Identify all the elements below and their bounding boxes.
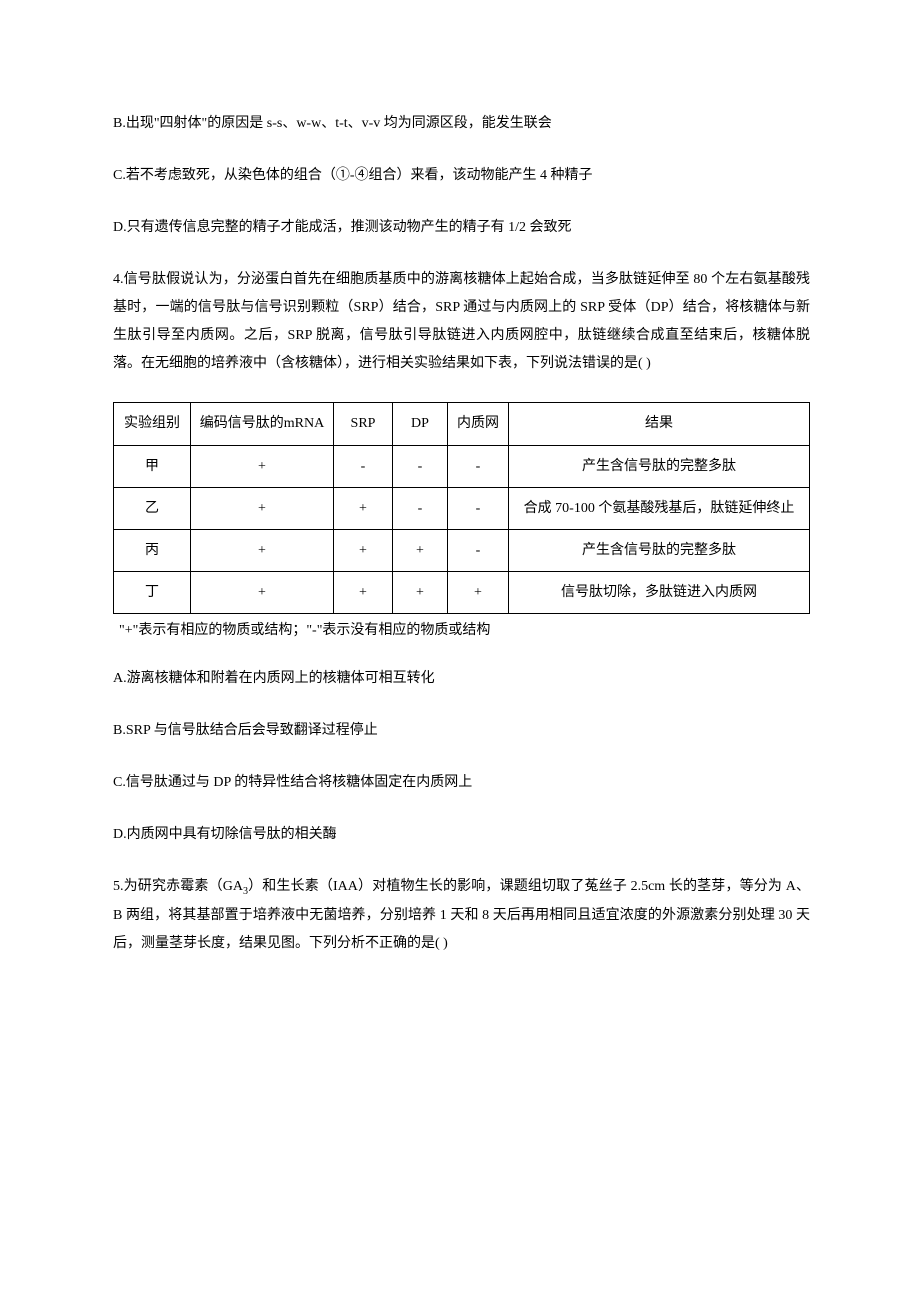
q3-option-d: D.只有遗传信息完整的精子才能成活，推测该动物产生的精子有 1/2 会致死 <box>113 214 810 242</box>
cell-er: - <box>448 488 509 530</box>
cell-group: 丙 <box>114 530 191 572</box>
th-result-text: 结果 <box>645 416 673 431</box>
cell-dp: + <box>393 530 448 572</box>
q5-stem: 5.为研究赤霉素（GA3）和生长素（IAA）对植物生长的影响，课题组切取了菟丝子… <box>113 873 810 958</box>
th-dp-text: DP <box>411 416 429 431</box>
q4-option-a: A.游离核糖体和附着在内质网上的核糖体可相互转化 <box>113 665 810 693</box>
cell-dp: - <box>393 446 448 488</box>
cell-er: - <box>448 530 509 572</box>
q4-option-c: C.信号肽通过与 DP 的特异性结合将核糖体固定在内质网上 <box>113 769 810 797</box>
table-header-row: 实验组别 编码信号肽的mRNA SRP DP 内质网 结果 <box>114 403 810 446</box>
cell-srp: + <box>334 572 393 614</box>
th-group: 实验组别 <box>114 403 191 446</box>
th-srp-text: SRP <box>351 416 376 431</box>
cell-result: 产生含信号肽的完整多肽 <box>509 446 810 488</box>
th-group-text: 实验组别 <box>124 416 180 431</box>
q5-pre: 5.为研究赤霉素（GA <box>113 879 243 894</box>
th-srp: SRP <box>334 403 393 446</box>
q3-option-c: C.若不考虑致死，从染色体的组合（①-④组合）来看，该动物能产生 4 种精子 <box>113 162 810 190</box>
cell-er: - <box>448 446 509 488</box>
cell-result: 合成 70-100 个氨基酸残基后，肽链延伸终止 <box>509 488 810 530</box>
cell-srp: - <box>334 446 393 488</box>
table-row: 乙 + + - - 合成 70-100 个氨基酸残基后，肽链延伸终止 <box>114 488 810 530</box>
cell-group: 乙 <box>114 488 191 530</box>
th-mrna-text: 编码信号肽的mRNA <box>200 416 324 431</box>
q4-option-b: B.SRP 与信号肽结合后会导致翻译过程停止 <box>113 717 810 745</box>
q4-option-d: D.内质网中具有切除信号肽的相关酶 <box>113 821 810 849</box>
cell-mrna: + <box>191 488 334 530</box>
table-row: 丁 + + + + 信号肽切除，多肽链进入内质网 <box>114 572 810 614</box>
cell-dp: + <box>393 572 448 614</box>
cell-result: 信号肽切除，多肽链进入内质网 <box>509 572 810 614</box>
cell-mrna: + <box>191 446 334 488</box>
table-footnote: "+"表示有相应的物质或结构；"-"表示没有相应的物质或结构 <box>113 620 810 642</box>
table-row: 甲 + - - - 产生含信号肽的完整多肽 <box>114 446 810 488</box>
cell-er: + <box>448 572 509 614</box>
cell-group: 丁 <box>114 572 191 614</box>
th-result: 结果 <box>509 403 810 446</box>
th-er: 内质网 <box>448 403 509 446</box>
th-dp: DP <box>393 403 448 446</box>
q4-table: 实验组别 编码信号肽的mRNA SRP DP 内质网 结果 甲 + - - - … <box>113 402 810 614</box>
q3-option-b: B.出现"四射体"的原因是 s-s、w-w、t-t、v-v 均为同源区段，能发生… <box>113 110 810 138</box>
th-er-text: 内质网 <box>457 416 499 431</box>
cell-mrna: + <box>191 572 334 614</box>
cell-result: 产生含信号肽的完整多肽 <box>509 530 810 572</box>
table-row: 丙 + + + - 产生含信号肽的完整多肽 <box>114 530 810 572</box>
cell-group: 甲 <box>114 446 191 488</box>
cell-dp: - <box>393 488 448 530</box>
cell-mrna: + <box>191 530 334 572</box>
q4-stem: 4.信号肽假说认为，分泌蛋白首先在细胞质基质中的游离核糖体上起始合成，当多肽链延… <box>113 266 810 378</box>
cell-srp: + <box>334 530 393 572</box>
cell-srp: + <box>334 488 393 530</box>
th-mrna: 编码信号肽的mRNA <box>191 403 334 446</box>
